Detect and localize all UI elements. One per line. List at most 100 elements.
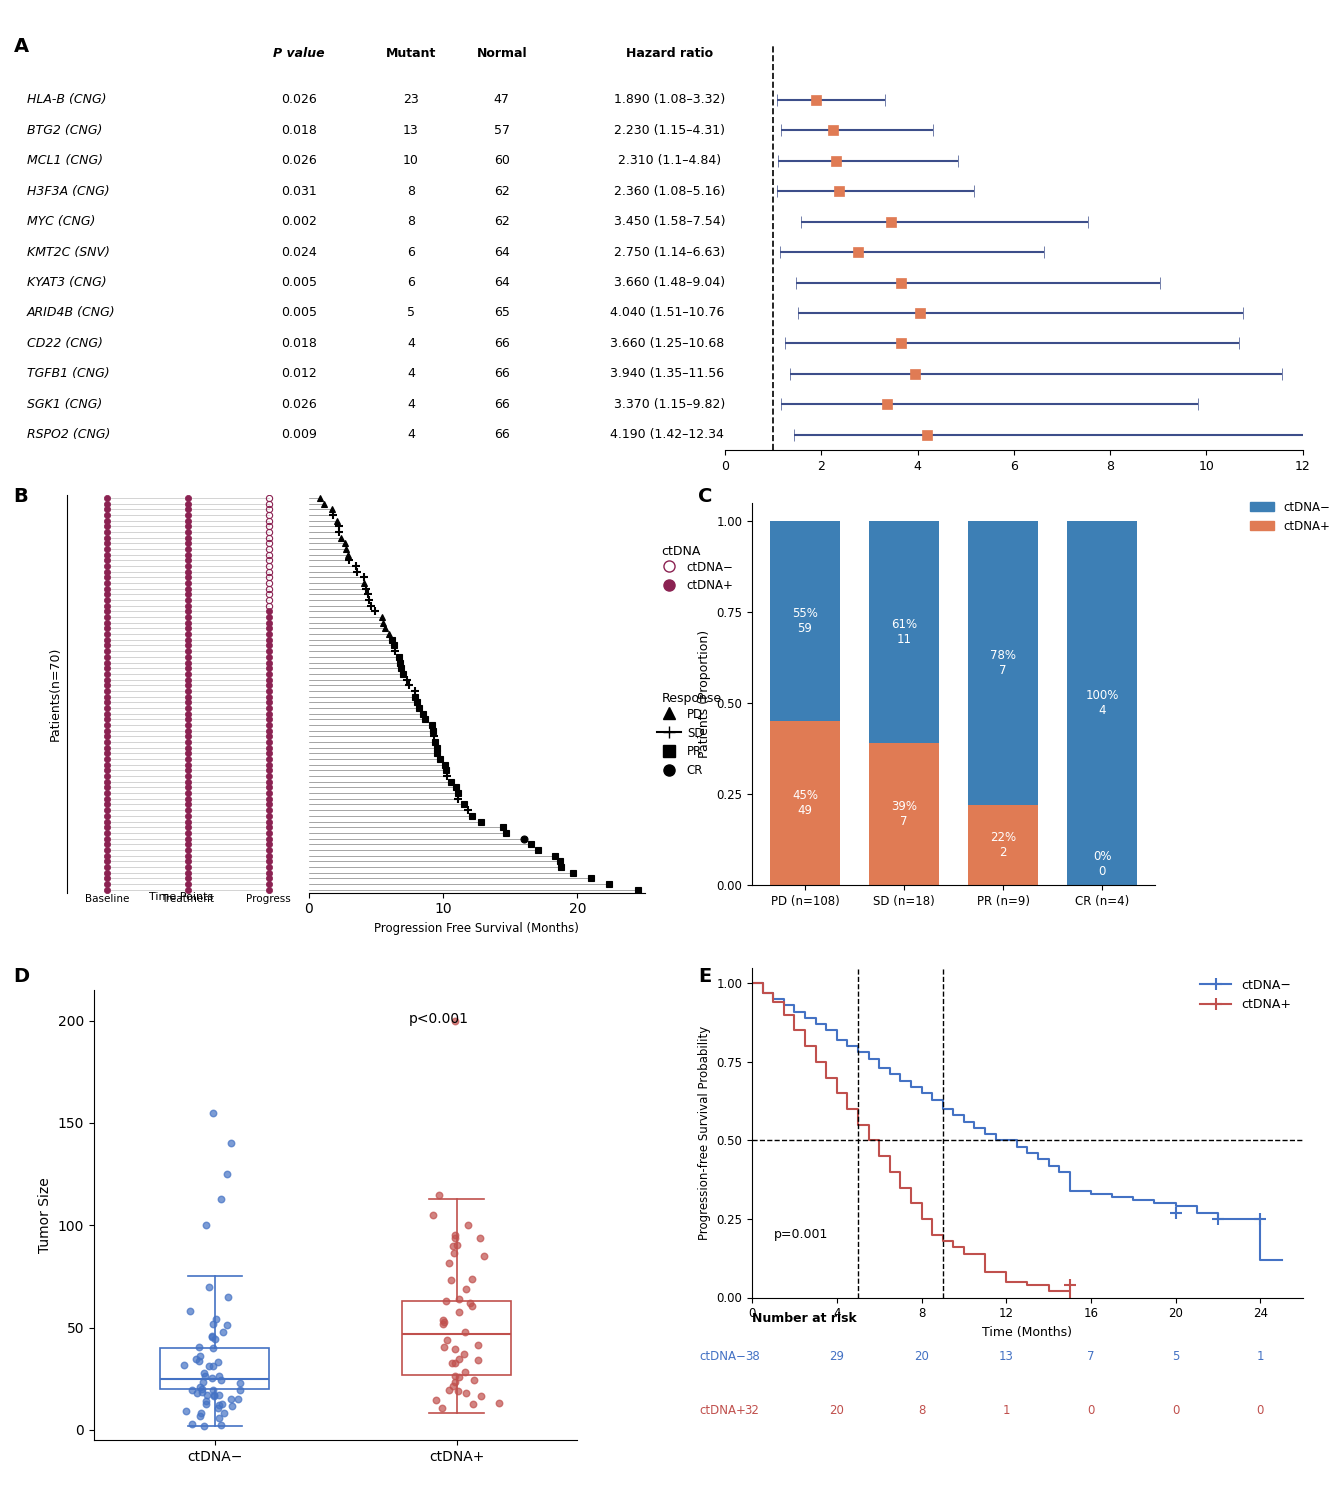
Text: 0: 0	[1172, 1404, 1179, 1417]
Point	[467, 1334, 489, 1358]
Point	[449, 1300, 470, 1324]
Point	[193, 1360, 215, 1384]
ctDNA−	[1273, 1251, 1289, 1269]
Y-axis label: Patients(n=70): Patients(n=70)	[48, 646, 62, 741]
ctDNA−	[796, 1010, 813, 1028]
Text: 2.750 (1.14–6.63): 2.750 (1.14–6.63)	[614, 246, 725, 258]
Point	[454, 1360, 475, 1384]
Text: Normal: Normal	[477, 46, 526, 60]
Text: p<0.001: p<0.001	[408, 1013, 469, 1026]
Text: CD22 (CNG): CD22 (CNG)	[27, 338, 102, 350]
X-axis label: Time (Months): Time (Months)	[982, 1326, 1073, 1340]
ctDNA−	[1052, 1162, 1068, 1180]
Text: 1.890 (1.08–3.32): 1.890 (1.08–3.32)	[614, 93, 725, 106]
Text: 66: 66	[494, 338, 509, 350]
Text: TGFB1 (CNG): TGFB1 (CNG)	[27, 368, 110, 381]
ctDNA−	[1019, 1144, 1035, 1162]
ctDNA+	[945, 1238, 962, 1256]
Point	[445, 1336, 466, 1360]
Point	[203, 1312, 224, 1336]
Text: 22%
2: 22% 2	[990, 831, 1017, 860]
Text: BTG2 (CNG): BTG2 (CNG)	[27, 124, 102, 136]
Point	[431, 1396, 453, 1420]
ctDNA−	[882, 1065, 898, 1083]
Point	[445, 1224, 466, 1248]
ctDNA+	[829, 1084, 845, 1102]
Text: 20: 20	[915, 1350, 929, 1364]
Bar	[771, 520, 839, 722]
Point	[197, 1275, 219, 1299]
Point	[201, 1365, 223, 1389]
Point	[218, 1286, 239, 1310]
Text: 0.031: 0.031	[281, 184, 317, 198]
ctDNA−	[1232, 1210, 1248, 1228]
Point	[445, 1226, 466, 1250]
ctDNA+	[766, 993, 782, 1011]
ctDNA−	[924, 1090, 940, 1108]
Text: 8: 8	[407, 184, 415, 198]
Legend: ctDNA−, ctDNA+: ctDNA−, ctDNA+	[1195, 974, 1296, 1016]
ctDNA−	[913, 1084, 929, 1102]
Bar	[968, 806, 1038, 885]
Point	[469, 1226, 490, 1250]
Text: Number at risk: Number at risk	[752, 1311, 857, 1324]
Text: 62: 62	[494, 184, 509, 198]
Legend: PD, SD, PR, CR: PD, SD, PR, CR	[657, 708, 704, 777]
Text: MYC (CNG): MYC (CNG)	[27, 214, 95, 228]
ctDNA−	[839, 1036, 855, 1054]
Point	[220, 1131, 242, 1155]
Text: 57: 57	[494, 124, 510, 136]
Line: ctDNA−: ctDNA−	[752, 982, 1281, 1260]
ctDNA+	[776, 1005, 792, 1023]
Text: 2.360 (1.08–5.16): 2.360 (1.08–5.16)	[614, 184, 725, 198]
Point	[467, 1348, 489, 1372]
Text: 23: 23	[403, 93, 419, 106]
ctDNA−	[829, 1030, 845, 1048]
Point	[461, 1268, 482, 1292]
Text: 0.012: 0.012	[281, 368, 317, 381]
Text: 2.230 (1.15–4.31): 2.230 (1.15–4.31)	[614, 124, 725, 136]
ctDNA+	[807, 1053, 823, 1071]
Point	[473, 1244, 494, 1268]
ctDNA−	[1082, 1185, 1099, 1203]
Point	[201, 1324, 223, 1348]
ctDNA−	[1041, 1156, 1057, 1174]
Text: 1: 1	[1257, 1350, 1264, 1364]
Text: Mutant: Mutant	[385, 46, 436, 60]
ctDNA−	[902, 1078, 919, 1096]
Text: 0.009: 0.009	[281, 429, 317, 441]
Point	[216, 1314, 238, 1338]
Point	[208, 1365, 230, 1389]
Text: ctDNA−: ctDNA−	[700, 1350, 747, 1364]
Text: 4: 4	[407, 368, 415, 381]
Point	[181, 1378, 203, 1402]
Text: 66: 66	[494, 398, 509, 411]
ctDNA−	[818, 1022, 834, 1040]
ctDNA−	[1189, 1203, 1205, 1221]
Point	[192, 1371, 214, 1395]
Text: 0: 0	[1257, 1404, 1264, 1417]
Text: 0.005: 0.005	[281, 306, 317, 320]
ctDNA−	[1167, 1197, 1183, 1215]
Point	[208, 1394, 230, 1417]
Point	[207, 1396, 228, 1420]
ctDNA+	[882, 1162, 898, 1180]
ctDNA+	[892, 1179, 908, 1197]
Point	[432, 1335, 454, 1359]
Point	[201, 1336, 223, 1360]
Text: 5: 5	[407, 306, 415, 320]
Point	[192, 1380, 214, 1404]
Text: 0.002: 0.002	[281, 214, 317, 228]
Text: 3.450 (1.58–7.54): 3.450 (1.58–7.54)	[614, 214, 725, 228]
Point	[435, 1288, 457, 1312]
Text: KYAT3 (CNG): KYAT3 (CNG)	[27, 276, 106, 290]
Bar	[869, 742, 939, 885]
Point	[445, 1371, 466, 1395]
Text: p=0.001: p=0.001	[774, 1228, 829, 1240]
Text: 45%
49: 45% 49	[792, 789, 818, 818]
Text: 55%
59: 55% 59	[792, 608, 818, 634]
Point	[207, 1350, 228, 1374]
ctDNA−	[850, 1044, 866, 1062]
ctDNA−	[787, 1002, 803, 1020]
Point	[441, 1268, 462, 1292]
